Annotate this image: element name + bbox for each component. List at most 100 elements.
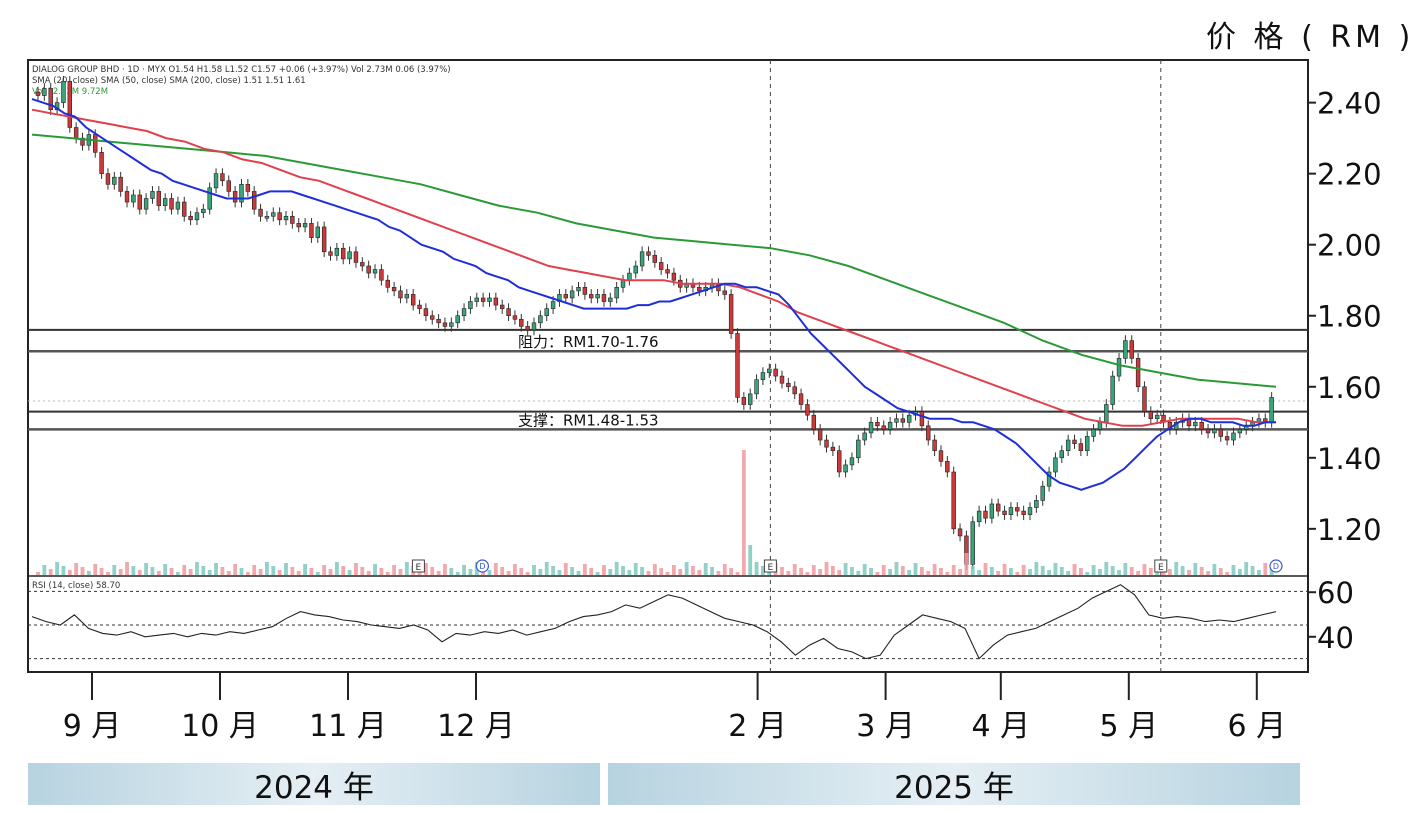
candle-body [665,269,670,274]
volume-bar [239,568,244,575]
volume-bar [86,571,91,575]
volume-bar [67,570,72,575]
sma50-line [31,108,1276,427]
dividend-marker-circle [475,559,489,573]
volume-bar [875,572,880,575]
volume-bar [366,571,371,575]
candle-body [792,386,797,395]
price-tick-label: 1.20 [1317,513,1382,547]
candle-body [1237,429,1243,434]
volume-bar [233,564,238,575]
month-tick-label: 2 月 [728,709,787,744]
volume-bar [754,562,759,575]
candle-body [856,439,861,459]
volume-bar [334,562,339,575]
volume-bar [156,571,161,575]
candle-body [271,212,276,217]
volume-bar [557,570,562,575]
candle-body [843,464,848,473]
candle-body [290,215,295,224]
volume-bar [570,567,575,575]
volume-bar [462,565,466,575]
candle-body [779,375,785,384]
volume-bar [582,564,587,575]
candle-body [569,290,575,299]
candle-body [531,322,537,331]
volume-bar [1040,566,1045,575]
candle-body [576,287,581,292]
volume-bar [1136,571,1141,575]
header-line1: DIALOG GROUP BHD · 1D · MYX O1.54 H1.58 … [32,65,451,75]
volume-bar [608,569,613,575]
year-band-2024: 2024 年 [28,763,600,806]
candle-body [334,247,340,256]
volume-bar [131,566,136,575]
volume-bar [1021,565,1026,575]
candle-body [67,81,73,128]
candle-body [321,226,327,253]
volume-bar [913,563,918,575]
candle-body [786,382,791,388]
candle-body [1078,443,1084,451]
candle-body [824,439,829,448]
volume-bar [1148,568,1153,575]
candle-body [658,262,664,270]
candle-body [48,88,53,111]
volume-bar [125,562,129,575]
volume-bar [519,568,524,575]
year-label-2024: 2024 年 [254,769,374,806]
price-tick-label: 2.40 [1317,87,1382,121]
candle-body [951,471,956,530]
candle-body [1231,432,1236,441]
candle-body [652,255,658,263]
volume-bar [506,571,511,575]
candle-body [601,294,607,302]
earnings-marker-2: E [1154,559,1168,573]
candle-body [245,184,251,192]
month-tick-label: 5 月 [1099,709,1158,744]
candle-body [747,393,753,405]
candle-body [875,421,880,427]
candle-body [760,372,766,380]
volume-bar [640,567,645,575]
candle-body [525,326,530,331]
volume-bar [1034,562,1039,575]
volume-bar [970,566,975,575]
candle-body [131,194,136,203]
volume-bar [525,572,530,575]
volume-bar [1206,571,1210,575]
volume-bar [99,568,104,575]
volume-bar [780,567,784,575]
candle-body [360,262,365,267]
candle-body [1123,340,1128,359]
volume-bar [1199,567,1204,575]
volume-bar [277,570,282,575]
volume-bar [220,567,225,575]
candle-body [983,510,988,519]
candle-body [232,191,238,203]
candle-body [646,251,651,256]
candle-body [493,297,499,306]
candle-body [468,301,473,309]
candle-body [773,368,778,377]
candle-body [945,461,950,473]
volume-bar [169,568,174,575]
candle-body [194,212,200,221]
candle-body [957,528,963,537]
candle-body [347,251,352,260]
candle-body [61,81,66,103]
volume-bar [735,572,740,575]
candle-body [182,201,187,217]
dividend-marker-label: D [479,562,485,571]
volume-bar [576,571,581,575]
volume-bar [252,565,257,575]
volume-bar [290,567,295,575]
volume-bar [303,564,307,575]
candle-body [315,226,321,238]
candle-body [379,269,384,281]
candle-body [474,297,479,302]
volume-bar [1053,563,1058,575]
volume-bar [373,564,377,575]
volume-bar [678,569,683,575]
volume-bar [93,564,98,575]
